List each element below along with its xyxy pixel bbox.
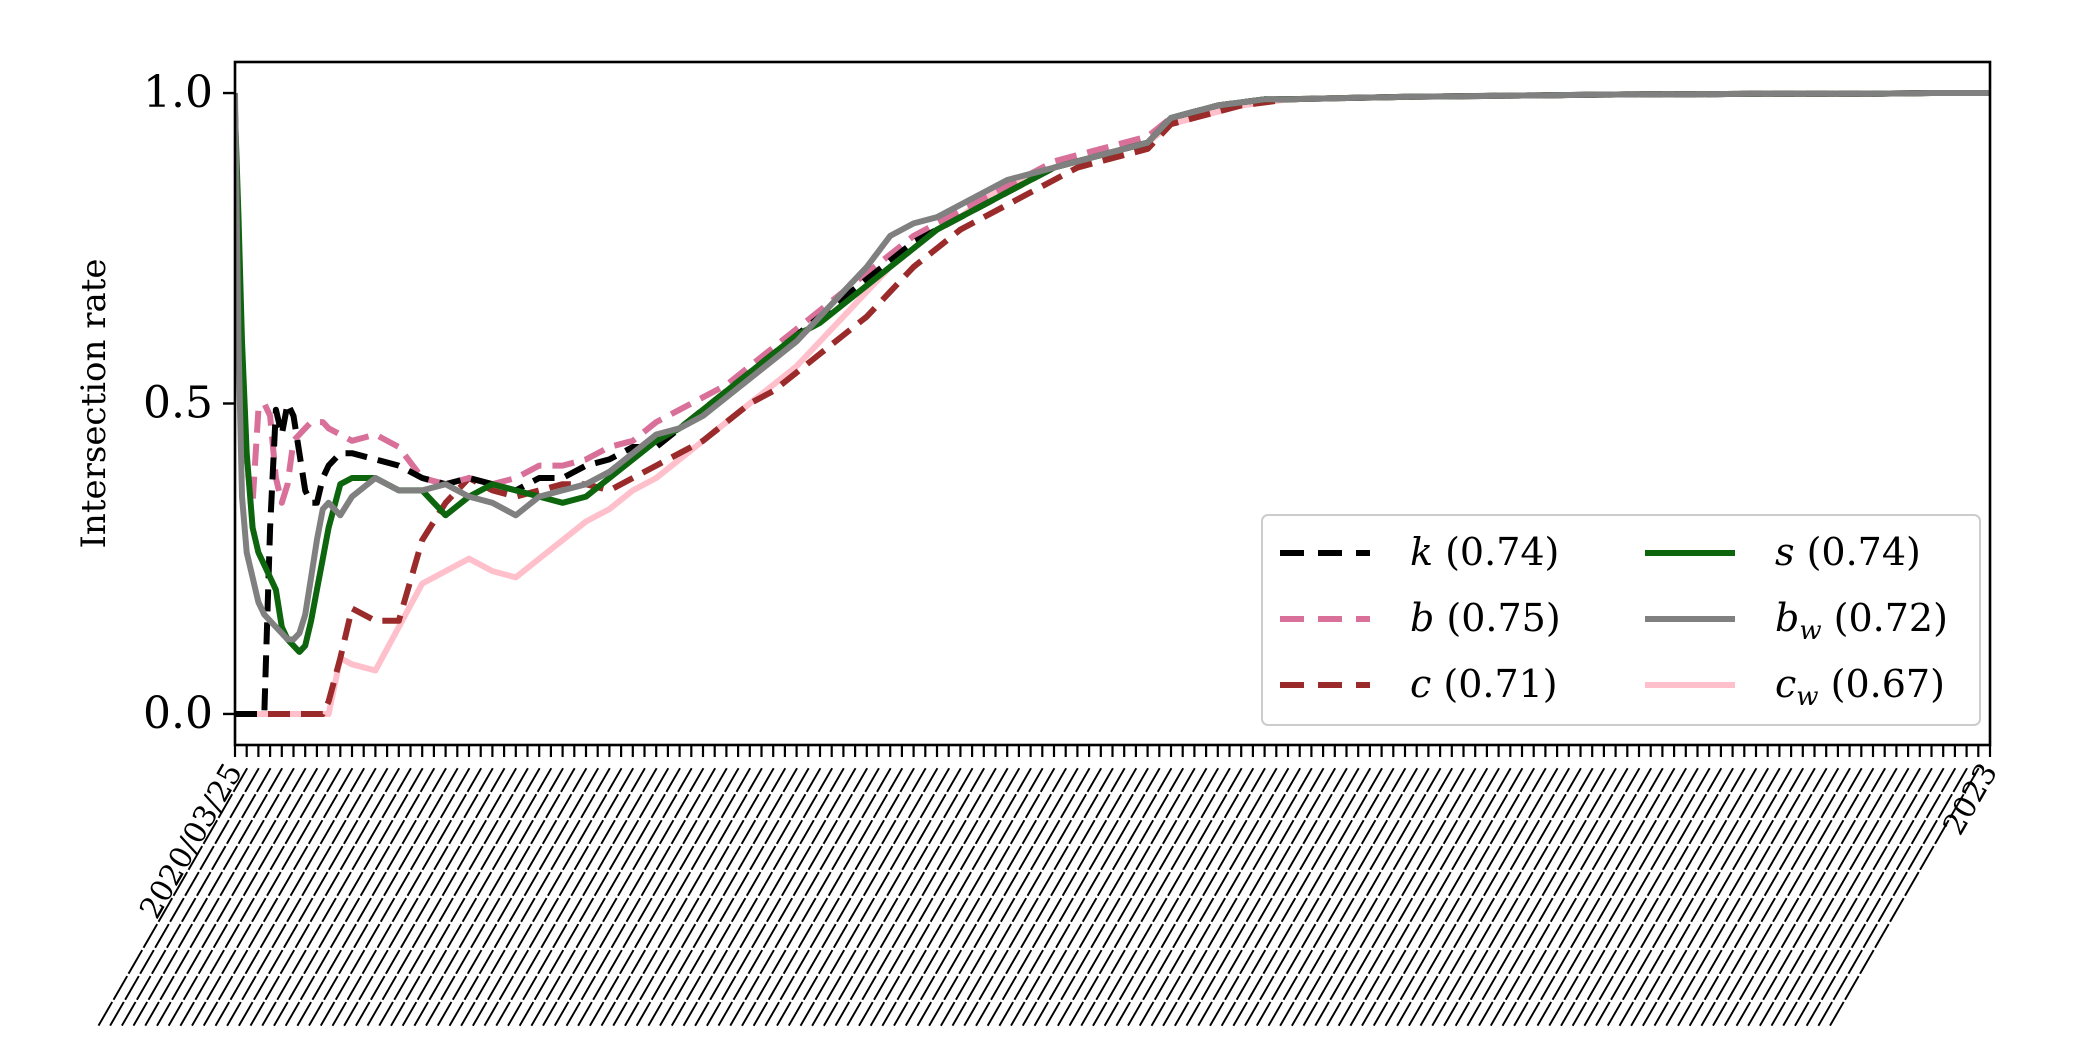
series-layer — [235, 90, 1990, 717]
y-tick-label: 0.0 — [143, 688, 213, 739]
series-line-b — [235, 90, 1990, 506]
legend-label: s (0.74) — [1775, 530, 1921, 574]
legend-label: cw (0.67) — [1775, 662, 1945, 712]
legend-label: b (0.75) — [1410, 596, 1561, 640]
legend-label: c (0.71) — [1410, 662, 1558, 706]
x-axis: 2020/03/25——————————————————————————————… — [81, 745, 2005, 1035]
series-line-b-w — [235, 90, 1990, 643]
legend-label: k (0.74) — [1410, 530, 1559, 574]
y-tick-label: 1.0 — [143, 67, 213, 118]
legend-label: bw (0.72) — [1775, 596, 1948, 646]
y-axis-label: Intersection rate — [74, 259, 114, 549]
legend: k (0.74) b (0.75) c (0.71) s (0.74) bw (0.72… — [1261, 514, 1981, 726]
y-tick-label: 0.5 — [143, 378, 213, 429]
legend-box — [1261, 514, 1981, 726]
y-axis: 0.0 0.5 1.0 — [143, 67, 235, 739]
